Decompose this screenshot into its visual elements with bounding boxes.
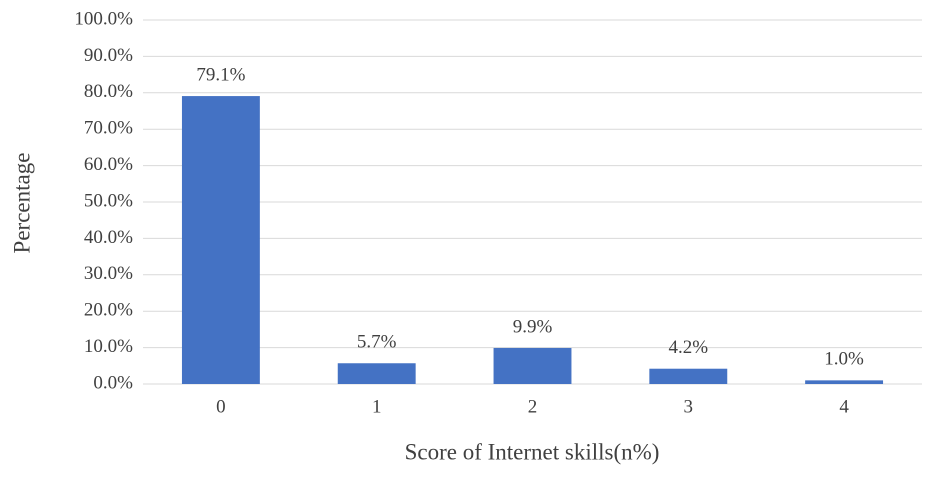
x-tick-label: 2: [528, 396, 538, 417]
value-label: 79.1%: [196, 64, 245, 85]
y-tick-label: 20.0%: [84, 300, 133, 321]
value-label: 9.9%: [513, 316, 553, 337]
bar: [337, 363, 416, 384]
x-axis-title: Score of Internet skills(n%): [405, 439, 660, 464]
y-tick-label: 100.0%: [74, 8, 133, 29]
value-label: 4.2%: [669, 337, 709, 358]
y-tick-label: 50.0%: [84, 190, 133, 211]
x-tick-label: 3: [684, 396, 694, 417]
y-axis-title: Percentage: [9, 153, 34, 254]
x-tick-label: 0: [216, 396, 226, 417]
bar: [805, 380, 884, 384]
y-tick-label: 80.0%: [84, 81, 133, 102]
y-tick-label: 90.0%: [84, 45, 133, 66]
y-tick-label: 30.0%: [84, 263, 133, 284]
y-tick-label: 10.0%: [84, 336, 133, 357]
bar: [493, 347, 572, 384]
y-tick-label: 0.0%: [93, 372, 133, 393]
value-label: 1.0%: [824, 349, 864, 370]
y-tick-label: 70.0%: [84, 118, 133, 139]
y-tick-label: 60.0%: [84, 154, 133, 175]
value-label: 5.7%: [357, 332, 397, 353]
bar: [649, 368, 728, 384]
bar: [181, 96, 260, 385]
y-tick-label: 40.0%: [84, 227, 133, 248]
x-tick-label: 4: [839, 396, 849, 417]
x-tick-label: 1: [372, 396, 382, 417]
